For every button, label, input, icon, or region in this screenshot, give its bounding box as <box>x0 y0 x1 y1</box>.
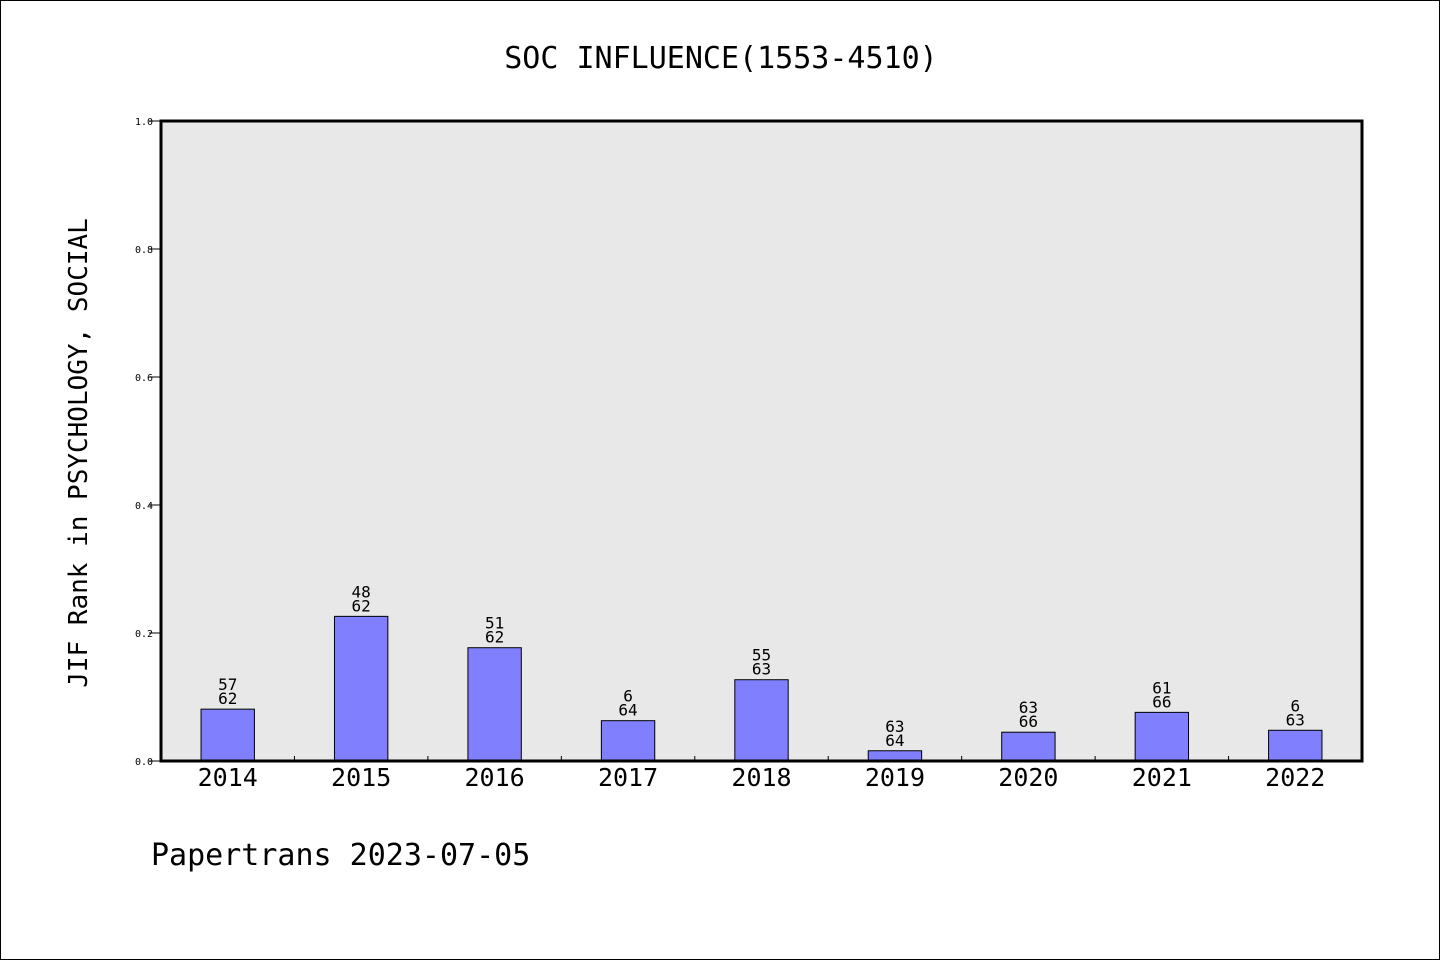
x-tick-label: 2018 <box>731 763 791 792</box>
y-tick-label: 0.2 <box>135 629 153 640</box>
data-label-top: 6 <box>1290 696 1300 715</box>
plot-border <box>159 119 1364 763</box>
data-label-top: 6 <box>623 687 633 706</box>
chart-title: SOC INFLUENCE(1553-4510) <box>504 41 937 76</box>
footer-text: Papertrans 2023-07-05 <box>151 838 530 873</box>
x-tick-label: 2019 <box>865 763 925 792</box>
data-label-top: 61 <box>1152 678 1171 697</box>
x-tick-label: 2022 <box>1265 763 1325 792</box>
bar-2017 <box>600 720 656 762</box>
bar-2022 <box>1268 729 1323 762</box>
y-tick-label: 0.8 <box>135 245 153 256</box>
data-label-bottom: 62 <box>218 689 237 708</box>
y-axis-label: JIF Rank in PSYCHOLOGY, SOCIAL <box>64 218 94 688</box>
data-label-top: 48 <box>352 582 371 601</box>
data-label-bottom: 64 <box>885 731 904 750</box>
data-label-bottom: 62 <box>352 596 371 615</box>
x-tick-label: 2016 <box>465 763 525 792</box>
data-label-bottom: 66 <box>1152 692 1171 711</box>
bar-2015 <box>333 615 389 762</box>
data-label-top: 63 <box>885 717 904 736</box>
x-tick-label: 2021 <box>1132 763 1192 792</box>
x-tick-label: 2020 <box>998 763 1058 792</box>
bar-2020 <box>1001 731 1056 762</box>
bar-2019 <box>867 750 923 762</box>
data-label-top: 57 <box>218 675 237 694</box>
data-label-top: 55 <box>752 646 771 665</box>
bar-2014 <box>200 708 255 762</box>
bar-2016 <box>467 647 522 762</box>
y-tick-label: 0.0 <box>135 757 153 768</box>
y-tick-label: 0.4 <box>135 501 153 512</box>
data-label-bottom: 63 <box>1286 710 1305 729</box>
bar-2018 <box>734 679 789 762</box>
data-label-bottom: 64 <box>618 701 637 720</box>
data-label-bottom: 63 <box>752 660 771 679</box>
data-label-bottom: 62 <box>485 628 504 647</box>
y-tick-label: 0.6 <box>135 373 153 384</box>
ticks-layer: 0.0 0.2 0.4 0.6 0.8 1.0 2014 2015 2016 2017 2018 20… <box>135 117 1325 792</box>
data-label-bottom: 66 <box>1019 712 1038 731</box>
y-tick-label: 1.0 <box>135 117 153 128</box>
bar-2021 <box>1134 711 1190 762</box>
x-tick-label: 2015 <box>331 763 391 792</box>
x-tick-label: 2014 <box>198 763 258 792</box>
data-label-top: 51 <box>485 614 504 633</box>
x-tick-label: 2017 <box>598 763 658 792</box>
data-label-top: 63 <box>1019 698 1038 717</box>
